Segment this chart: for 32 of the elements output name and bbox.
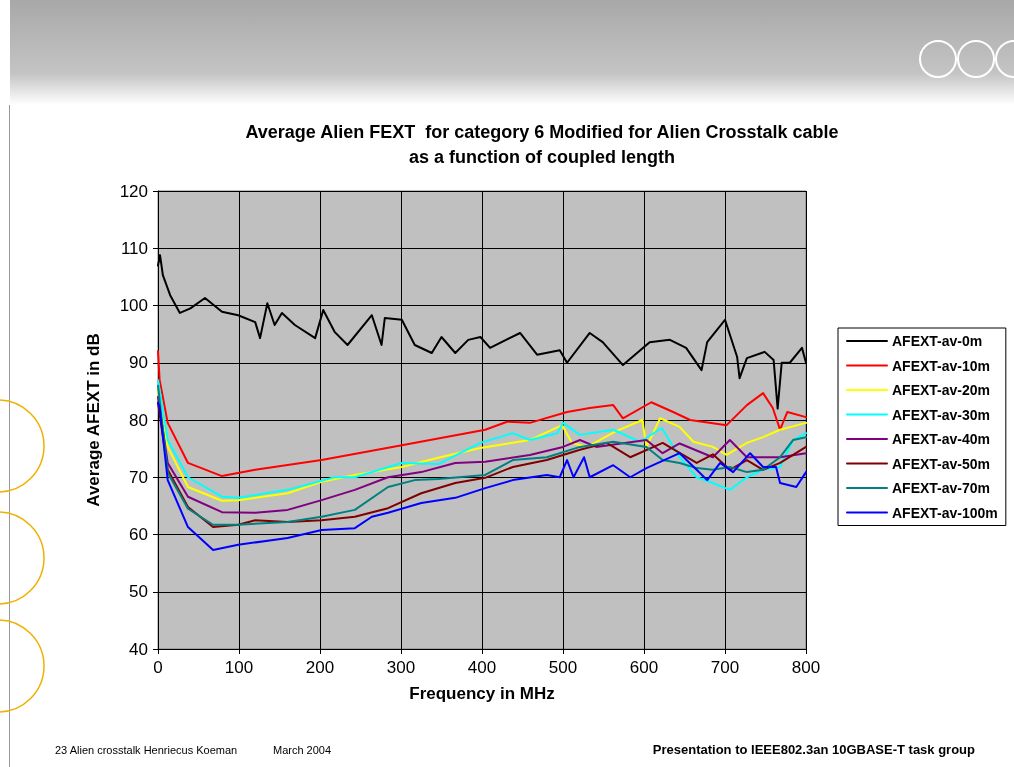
legend-label: AFEXT-av-100m (892, 504, 998, 521)
x-axis-title: Frequency in MHz (409, 684, 555, 703)
legend-label: AFEXT-av-30m (892, 406, 991, 423)
x-tick-label: 100 (224, 658, 254, 677)
text: Presentation to IEEE802.3an 10GBASE-T task group (652, 742, 976, 757)
y-axis-title: Average AFEXT in dB (84, 333, 103, 507)
chart-title: Average Alien FEXT for category 6 Modified for Alien Crosstalk cable as a function of coupled length (245, 121, 839, 167)
x-tick-label: 500 (548, 658, 578, 677)
legend-label: AFEXT-av-70m (892, 480, 991, 496)
x-tick-label: 400 (467, 658, 497, 677)
text: 23 Alien crosstalk Henriecus Koeman (55, 743, 238, 756)
legend-label: AFEXT-av-10m (892, 357, 991, 374)
legend-label: AFEXT-av-20m (892, 382, 991, 398)
y-tick-label: 50 (129, 582, 148, 602)
x-tick-label: 300 (386, 658, 416, 677)
legend-label: AFEXT-av-0m (892, 333, 983, 349)
text: March 2004 (273, 743, 332, 756)
x-tick-label: 600 (629, 658, 659, 677)
legend-label: AFEXT-av-40m (892, 431, 991, 447)
x-tick-label: 700 (710, 658, 740, 677)
x-tick-label: 200 (305, 658, 335, 677)
y-tick-label: 120 (119, 181, 148, 201)
y-tick-label: 110 (120, 238, 148, 258)
y-tick-label: 80 (129, 410, 148, 430)
y-tick-label: 40 (129, 639, 148, 659)
x-tick-label: 0 (153, 658, 163, 677)
y-tick-label: 60 (129, 525, 148, 544)
y-tick-label: 90 (129, 353, 148, 373)
y-tick-label: 70 (129, 467, 148, 487)
legend-label: AFEXT-av-50m (892, 455, 991, 472)
y-tick-label: 100 (119, 296, 148, 315)
x-tick-label: 800 (791, 658, 821, 677)
